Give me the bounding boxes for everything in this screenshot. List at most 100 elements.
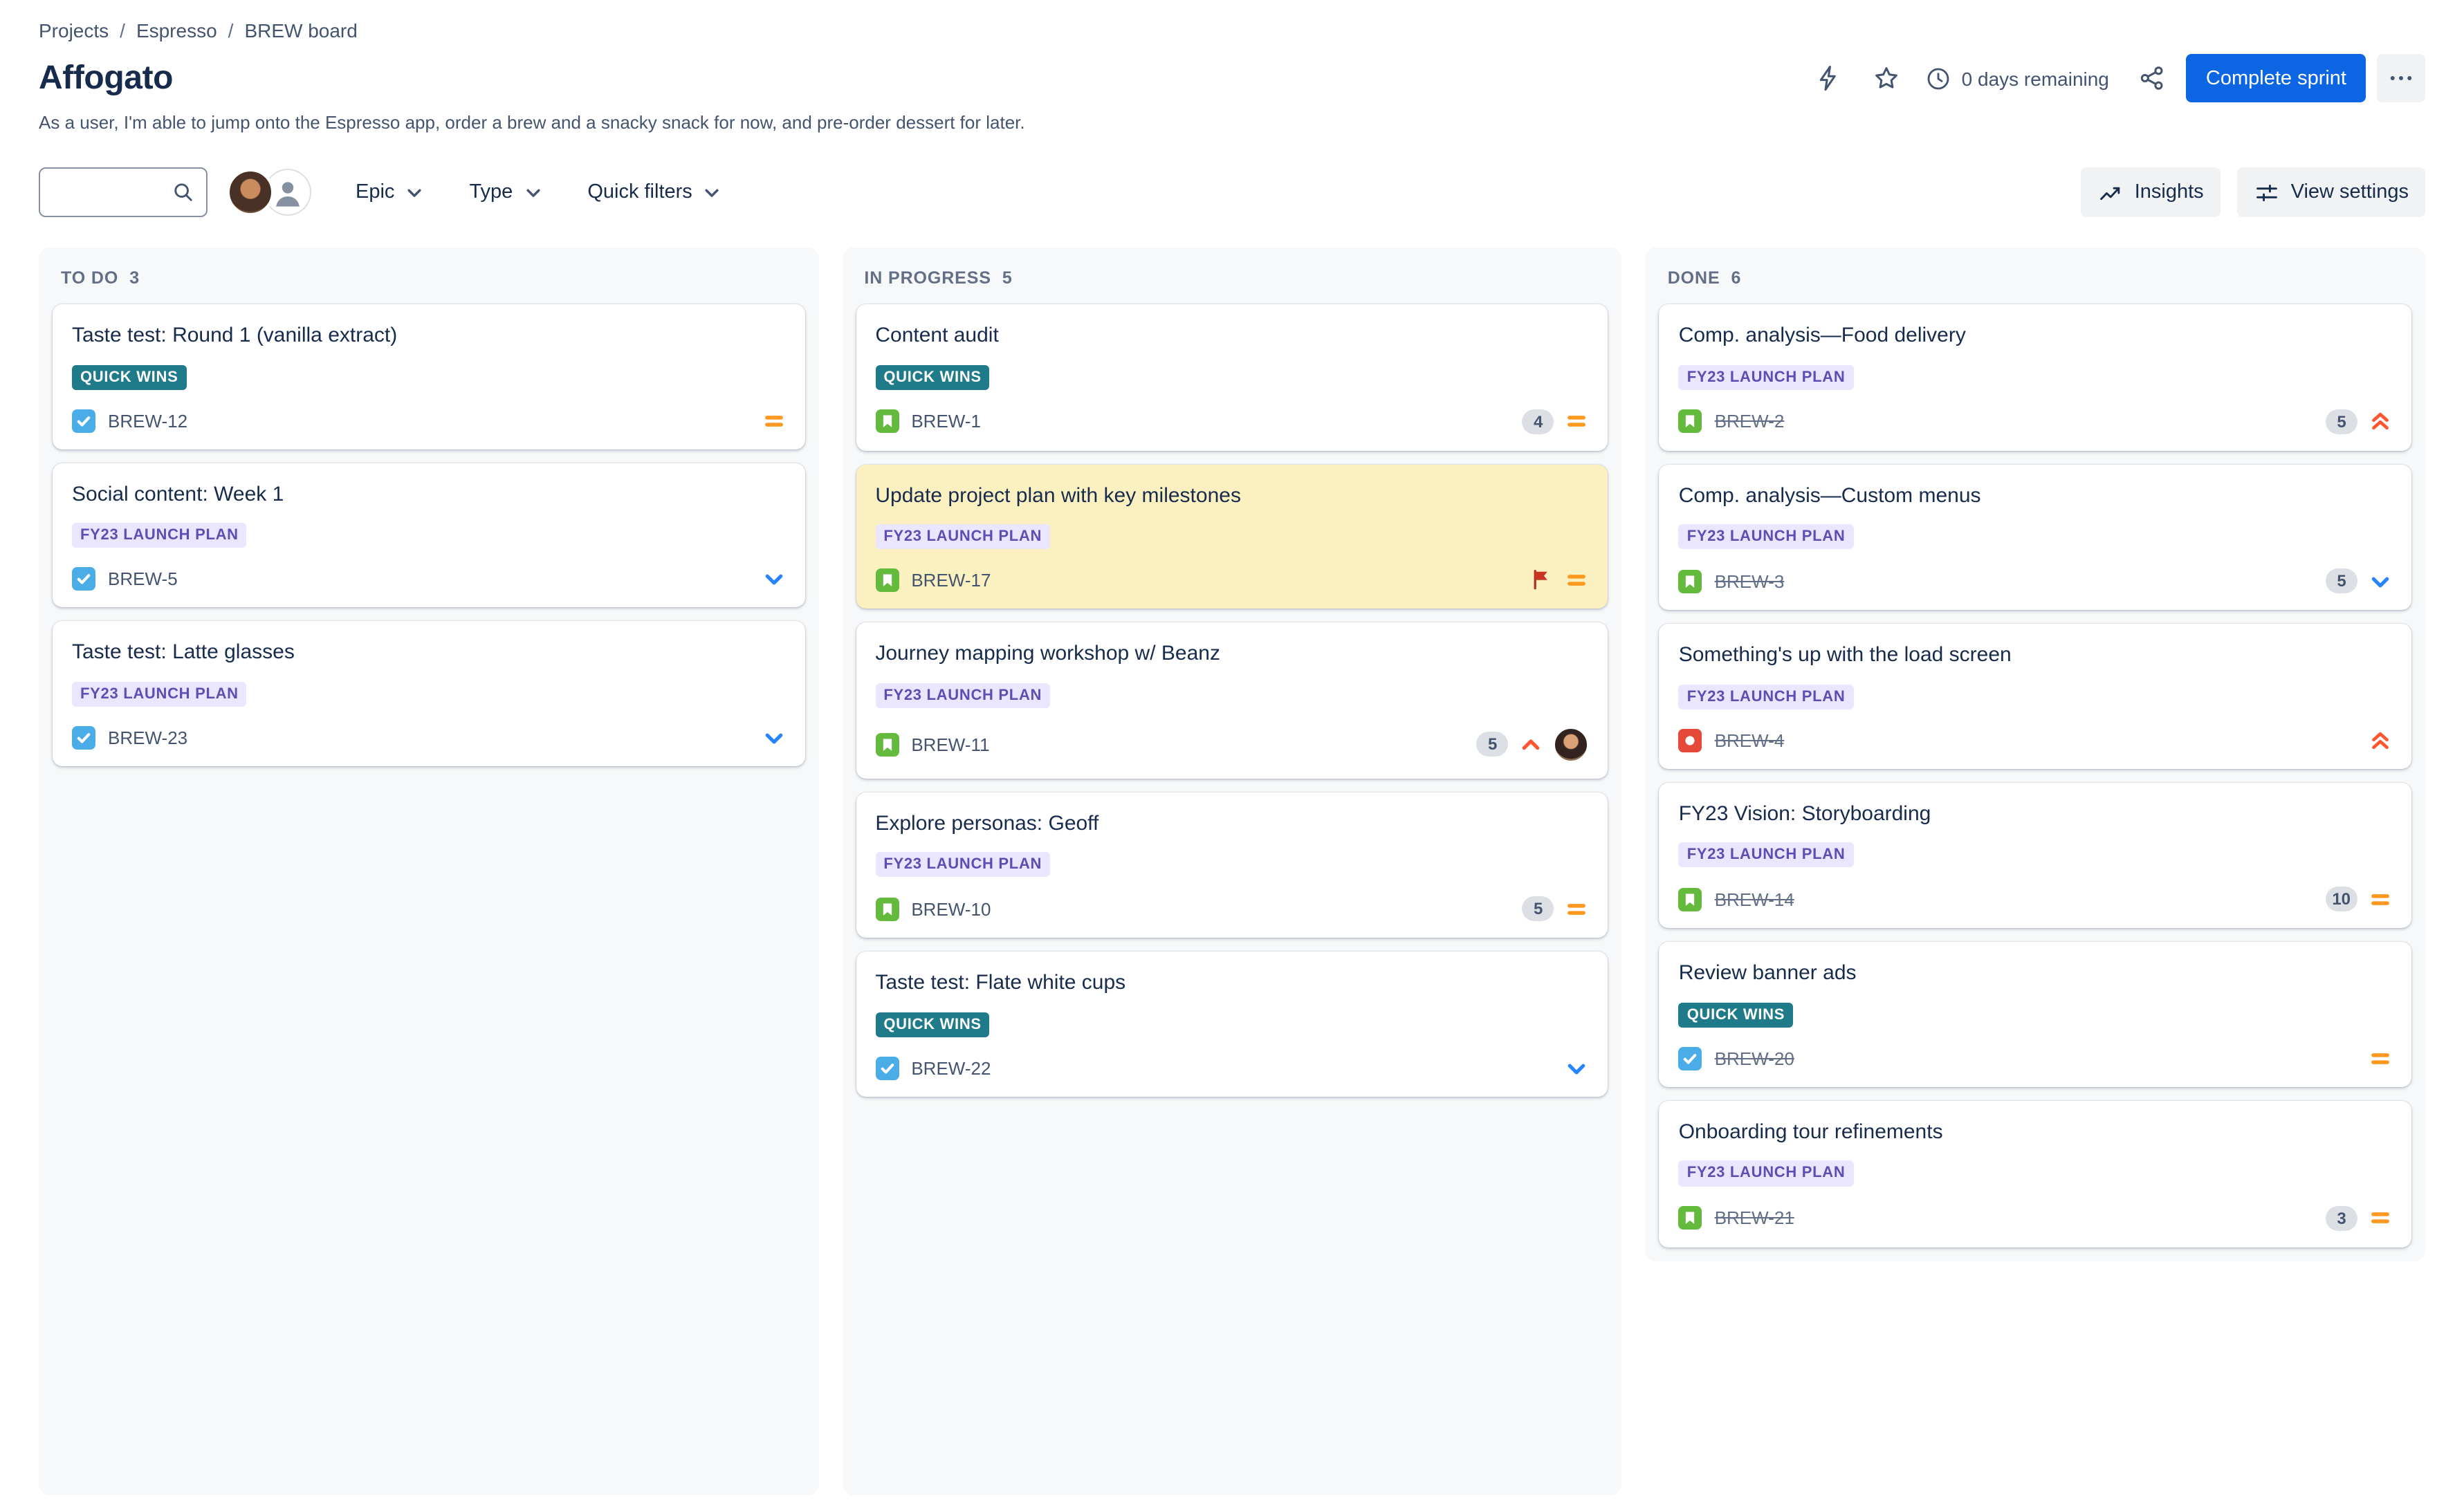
- priority-medium-icon: [1565, 409, 1589, 433]
- card-brew-21[interactable]: Onboarding tour refinements FY23 LAUNCH P…: [1659, 1100, 2412, 1248]
- badge-row: FY23 LAUNCH PLAN: [72, 521, 785, 548]
- user-avatar-1[interactable]: [227, 169, 274, 216]
- card-title: Journey mapping workshop w/ Beanz: [875, 642, 1220, 666]
- estimate-badge: 10: [2325, 887, 2358, 912]
- card-brew-20[interactable]: Review banner ads QUICK WINS BREW-20: [1659, 942, 2412, 1087]
- breadcrumb-espresso[interactable]: Espresso: [136, 19, 217, 41]
- quick-filters-dropdown[interactable]: Quick filters: [573, 167, 737, 217]
- card-brew-12[interactable]: Taste test: Round 1 (vanilla extract) QUI…: [53, 304, 805, 449]
- card-footer: BREW-3 5: [1678, 568, 2392, 594]
- card-key: BREW-10: [911, 898, 991, 920]
- priority-low-icon: [762, 726, 785, 750]
- share-button[interactable]: [2129, 55, 2176, 102]
- priority-low-icon: [762, 567, 785, 591]
- card-key-group: BREW-20: [1678, 1046, 1794, 1070]
- card-footer: BREW-20: [1678, 1046, 2392, 1070]
- task-icon: [72, 409, 95, 433]
- card-brew-11[interactable]: Journey mapping workshop w/ Beanz FY23 LA…: [856, 622, 1608, 779]
- card-footer: BREW-11 5: [875, 727, 1589, 762]
- epic-badge: QUICK WINS: [875, 1012, 990, 1037]
- card-list: Comp. analysis—Food delivery FY23 LAUNCH …: [1646, 302, 2425, 1261]
- epic-filter-dropdown[interactable]: Epic: [342, 167, 439, 217]
- card-key-group: BREW-12: [72, 409, 187, 433]
- badge-row: QUICK WINS: [875, 1011, 1588, 1037]
- toolbar-right: Insights View settings: [2080, 167, 2425, 217]
- badge-row: QUICK WINS: [72, 363, 785, 390]
- automation-button[interactable]: [1805, 55, 1852, 102]
- task-icon: [72, 567, 95, 591]
- card-footer: BREW-14 10: [1678, 887, 2392, 912]
- card-brew-3[interactable]: Comp. analysis—Custom menus FY23 LAUNCH P…: [1659, 464, 2412, 611]
- complete-sprint-button[interactable]: Complete sprint: [2186, 54, 2366, 102]
- story-icon: [875, 897, 899, 921]
- card-list: Content audit QUICK WINS BREW-1 4 Update pro…: [842, 302, 1621, 1111]
- badge-row: FY23 LAUNCH PLAN: [1678, 523, 2392, 550]
- priority-medium-icon: [2369, 1047, 2392, 1070]
- card-key: BREW-22: [911, 1057, 991, 1079]
- card-brew-23[interactable]: Taste test: Latte glasses FY23 LAUNCH PLA…: [53, 621, 805, 766]
- badge-row: QUICK WINS: [1678, 1001, 2392, 1028]
- priority-medium-icon: [1565, 898, 1589, 921]
- card-title: Something's up with the load screen: [1678, 643, 2012, 667]
- estimate-badge: 5: [1522, 896, 1554, 922]
- board-column-in-progress: IN PROGRESS 5 Content audit QUICK WINS BREW-…: [842, 248, 1622, 1495]
- card-meta: 3: [2326, 1205, 2392, 1231]
- epic-badge: FY23 LAUNCH PLAN: [72, 681, 247, 707]
- card-key: BREW-23: [108, 727, 188, 748]
- more-button[interactable]: [2377, 54, 2425, 102]
- badge-row: FY23 LAUNCH PLAN: [72, 680, 785, 707]
- breadcrumb-brew-board[interactable]: BREW board: [244, 19, 358, 41]
- column-title: IN PROGRESS: [864, 268, 991, 288]
- card-brew-10[interactable]: Explore personas: Geoff FY23 LAUNCH PLAN B…: [856, 792, 1608, 938]
- type-filter-label: Type: [469, 181, 513, 203]
- view-settings-button[interactable]: View settings: [2236, 167, 2425, 217]
- breadcrumb: Projects / Espresso / BREW board: [39, 19, 2425, 41]
- card-key: BREW-21: [1714, 1207, 1794, 1229]
- epic-badge: QUICK WINS: [72, 364, 187, 390]
- estimate-badge: 3: [2326, 1205, 2358, 1231]
- card-brew-17[interactable]: Update project plan with key milestones F…: [856, 464, 1608, 609]
- card-brew-1[interactable]: Content audit QUICK WINS BREW-1 4: [856, 304, 1608, 451]
- column-title: DONE: [1667, 268, 1720, 288]
- insights-button[interactable]: Insights: [2080, 167, 2221, 217]
- card-title: Taste test: Flate white cups: [875, 971, 1126, 995]
- assignee-avatar[interactable]: [1554, 727, 1589, 762]
- card-meta: 5: [2326, 409, 2392, 434]
- story-icon: [875, 409, 899, 434]
- breadcrumb-projects[interactable]: Projects: [39, 19, 109, 41]
- card-key: BREW-11: [911, 734, 990, 755]
- epic-filter-label: Epic: [356, 181, 395, 203]
- star-button[interactable]: [1864, 55, 1911, 102]
- column-header: TO DO 3: [39, 248, 818, 302]
- card-meta: [2369, 729, 2392, 752]
- chevron-down-icon: [702, 182, 723, 203]
- column-title: TO DO: [61, 268, 119, 288]
- card-key: BREW-4: [1714, 730, 1785, 751]
- search-input[interactable]: [39, 167, 208, 217]
- card-title: Explore personas: Geoff: [875, 811, 1099, 835]
- user-avatar-2[interactable]: [264, 169, 311, 216]
- estimate-badge: 5: [2326, 568, 2358, 594]
- card-brew-2[interactable]: Comp. analysis—Food delivery FY23 LAUNCH …: [1659, 304, 2412, 451]
- card-key-group: BREW-5: [72, 567, 178, 591]
- card-title: Social content: Week 1: [72, 482, 284, 506]
- card-key: BREW-17: [911, 570, 991, 591]
- flag-icon: [1531, 568, 1554, 592]
- card-key: BREW-3: [1714, 571, 1785, 592]
- card-key-group: BREW-4: [1678, 728, 1785, 752]
- story-icon: [875, 568, 899, 593]
- card-brew-22[interactable]: Taste test: Flate white cups QUICK WINS BR…: [856, 952, 1608, 1097]
- view-settings-icon: [2254, 179, 2280, 205]
- card-brew-14[interactable]: FY23 Vision: Storyboarding FY23 LAUNCH PL…: [1659, 782, 2412, 929]
- epic-badge: FY23 LAUNCH PLAN: [875, 524, 1051, 550]
- card-footer: BREW-4: [1678, 728, 2392, 752]
- avatar-group: [227, 169, 311, 216]
- board-column-to-do: TO DO 3 Taste test: Round 1 (vanilla extra…: [39, 248, 819, 1495]
- lightning-icon: [1814, 64, 1844, 93]
- card-brew-4[interactable]: Something's up with the load screen FY23 …: [1659, 624, 2412, 769]
- card-title: Onboarding tour refinements: [1678, 1120, 1943, 1144]
- type-filter-dropdown[interactable]: Type: [455, 167, 557, 217]
- board-column-done: DONE 6 Comp. analysis—Food delivery FY23 LA…: [1645, 248, 2426, 1261]
- card-meta: 4: [1522, 409, 1589, 434]
- card-brew-5[interactable]: Social content: Week 1 FY23 LAUNCH PLAN BR…: [53, 463, 805, 608]
